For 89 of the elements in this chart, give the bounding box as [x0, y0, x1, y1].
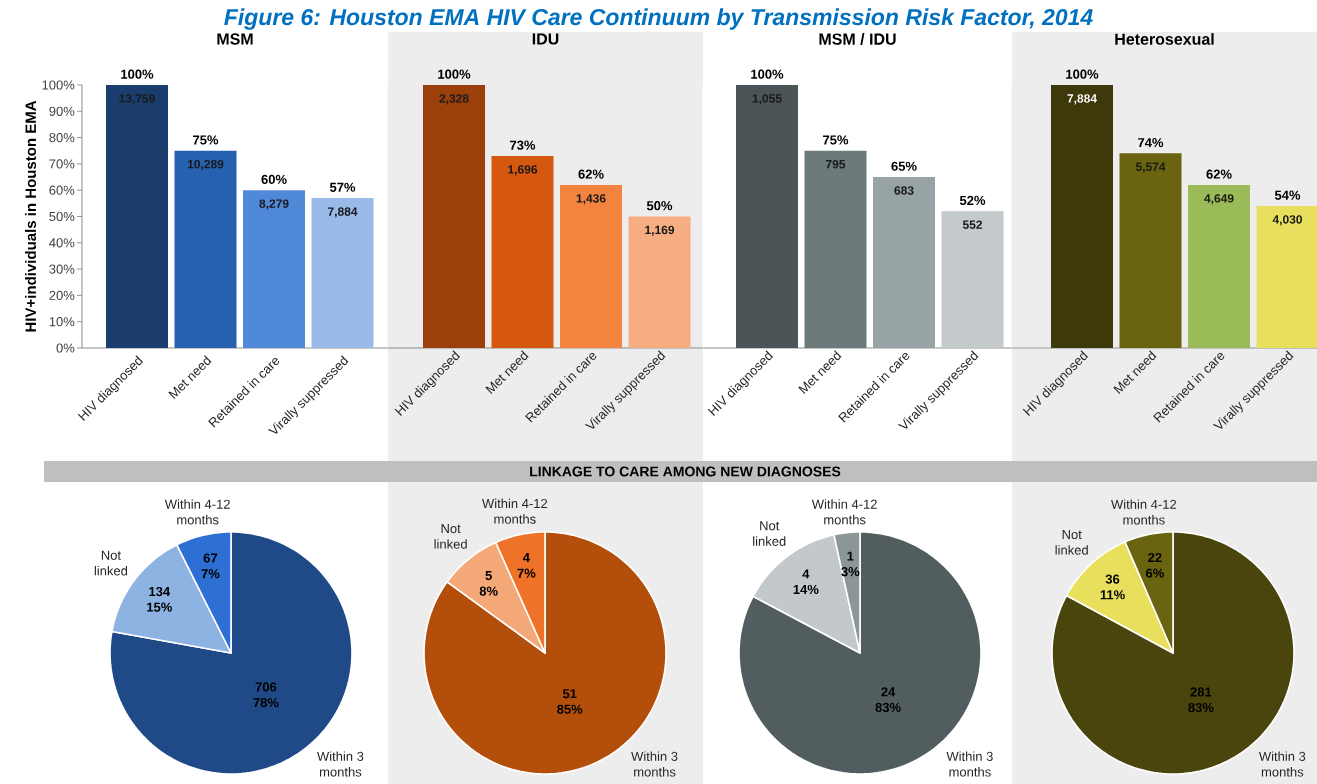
bar [1051, 84, 1114, 348]
data-label: 134 15% [147, 586, 172, 612]
slice-label: Not linked [753, 521, 786, 546]
bar [1119, 153, 1182, 348]
y-axis-title: HIV+individuals in Houston EMA [25, 100, 37, 332]
bar [873, 177, 936, 348]
y-tick-label: 70% [49, 159, 75, 169]
annotation: 7,884 [1067, 94, 1097, 105]
data-label: 74% [1138, 138, 1164, 148]
data-label: 73% [510, 140, 536, 150]
data-label: 60% [261, 174, 287, 184]
bar [804, 150, 867, 348]
annotation: 4,030 [1272, 215, 1303, 226]
annotation: 683 [894, 186, 914, 195]
bar [1188, 184, 1250, 348]
y-tick-label: 40% [49, 238, 75, 248]
data-label: 100% [438, 69, 471, 79]
slice-label: Not linked [94, 550, 128, 576]
annotation: 1,055 [752, 94, 782, 105]
slice-label: Within 4-12 months [1111, 499, 1177, 525]
y-tick-label: 0% [56, 343, 75, 353]
slice-label: Not linked [434, 524, 467, 549]
data-label: 51 85% [557, 689, 583, 714]
slice-label: Not linked [1055, 530, 1088, 555]
annotation: 552 [962, 220, 983, 229]
y-tick-label: 90% [49, 106, 75, 116]
chart-title: MSM [217, 33, 253, 45]
annotation: 10,289 [187, 159, 224, 171]
annotation: 7,884 [328, 207, 358, 218]
data-label: 75% [823, 135, 849, 145]
data-label: 706 78% [253, 682, 279, 708]
y-tick-label: 100% [42, 80, 75, 90]
chart-title: MSM / IDU [819, 33, 896, 45]
bar [243, 190, 306, 348]
data-label: 5 8% [479, 571, 498, 596]
bar [1256, 205, 1317, 348]
slice-label: Within 3 months [946, 751, 993, 777]
annotation: 13,759 [119, 94, 155, 105]
data-label: 100% [121, 69, 154, 79]
bar [628, 216, 691, 348]
bar [106, 84, 169, 348]
data-label: 62% [578, 169, 604, 179]
data-label: 75% [193, 135, 219, 145]
bar [560, 184, 623, 348]
slice-label: Within 4-12 months [811, 499, 877, 525]
data-label: 4 7% [517, 553, 536, 578]
data-label: 36 11% [1100, 574, 1125, 600]
y-tick-label: 20% [49, 290, 75, 300]
data-label: 281 83% [1188, 687, 1214, 713]
slice-label: Within 4-12 months [164, 499, 230, 525]
chart-title: Heterosexual [1115, 33, 1214, 45]
annotation: 1,436 [576, 194, 606, 205]
data-label: 100% [751, 69, 784, 79]
annotation: 1,696 [508, 165, 538, 176]
data-label: 4 14% [793, 569, 819, 595]
data-label: 54% [1274, 190, 1301, 200]
y-tick-label: 30% [49, 264, 75, 274]
slice-label: Within 3 months [631, 751, 678, 777]
y-tick-label: 80% [49, 132, 75, 143]
y-tick-label: 60% [49, 185, 75, 195]
bar [941, 211, 1004, 348]
data-label: 57% [329, 182, 356, 192]
data-label: 24 83% [875, 687, 901, 713]
annotation: 8,279 [259, 199, 289, 210]
data-label: 62% [1206, 169, 1232, 179]
bar [736, 84, 799, 348]
bar [174, 150, 237, 348]
annotation: 2,328 [439, 94, 469, 105]
slice-label: Within 3 months [317, 751, 364, 777]
annotation: 795 [826, 159, 846, 169]
annotation: 1,169 [645, 225, 675, 236]
slice-label: Within 4-12 months [482, 498, 548, 524]
slice-label: Within 3 months [1258, 751, 1306, 777]
data-label: 100% [1066, 69, 1099, 79]
data-label: 65% [891, 161, 917, 171]
annotation: 5,574 [1135, 162, 1166, 173]
y-tick-label: 50% [49, 211, 75, 222]
data-label: 22 6% [1145, 552, 1164, 578]
y-tick-label: 10% [49, 317, 75, 327]
bar [423, 84, 486, 348]
chart-title: IDU [532, 33, 559, 45]
data-label: 67 7% [201, 553, 220, 579]
bar [491, 156, 554, 348]
data-label: 50% [646, 201, 673, 211]
data-label: 52% [959, 195, 986, 206]
annotation: 4,649 [1204, 194, 1234, 205]
text: Figure 6: Houston EMA HIV Care Continuum by Transmission Risk Factor, 2014 [224, 8, 1093, 30]
bar [311, 198, 374, 348]
text: LINKAGE TO CARE AMONG NEW DIAGNOSES [530, 466, 841, 477]
